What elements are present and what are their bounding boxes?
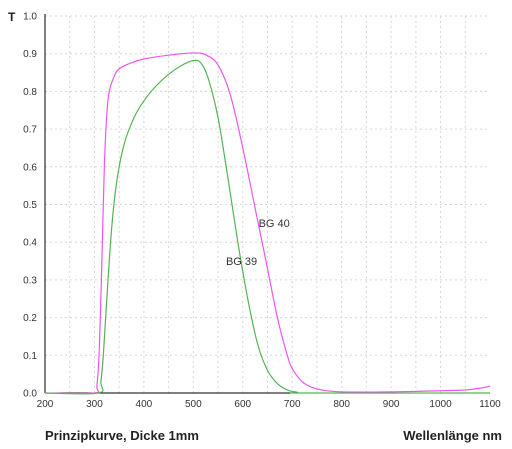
tick-labels: 0.0 0.1 0.2 0.3 0.4 0.5 0.6 0.7 0.8 0.9 1.0 200 300 4… [23, 12, 501, 411]
series-line-bg-40 [44, 52, 491, 395]
series-label-bg-39: BG 39 [226, 256, 257, 268]
y-tick-label: 0.6 [23, 162, 37, 173]
x-tick-label: 400 [136, 399, 153, 410]
x-axis-label: Wellenlänge nm [403, 428, 502, 443]
y-tick-label: 1.0 [23, 12, 37, 23]
y-tick-label: 0.8 [23, 87, 37, 98]
chart-caption: Prinzipkurve, Dicke 1mm [45, 428, 199, 443]
y-tick-label: 0.2 [23, 313, 37, 324]
y-tick-label: 0.1 [23, 351, 37, 362]
x-tick-label: 900 [383, 399, 400, 410]
x-tick-label: 1100 [479, 399, 501, 410]
y-tick-label: 0.7 [23, 125, 37, 136]
transmission-chart: 0.0 0.1 0.2 0.3 0.4 0.5 0.6 0.7 0.8 0.9 1.0 200 300 4… [8, 10, 501, 411]
y-tick-label: 0.4 [23, 238, 37, 249]
series-lines [44, 52, 491, 395]
y-tick-label: 0.9 [23, 49, 37, 60]
y-tick-label: 0.5 [23, 200, 37, 211]
x-tick-label: 700 [284, 399, 301, 410]
x-tick-label: 200 [37, 399, 54, 410]
x-tick-label: 800 [333, 399, 350, 410]
grid [45, 15, 490, 393]
y-tick-label: 0.0 [23, 389, 37, 400]
series-label-bg-40: BG 40 [259, 218, 290, 230]
y-tick-label: 0.3 [23, 275, 37, 286]
series-line-bg-39 [44, 59, 491, 395]
x-tick-label: 600 [234, 399, 251, 410]
x-tick-label: 1000 [429, 399, 452, 410]
x-tick-label: 300 [86, 399, 103, 410]
series-labels: BG 40 BG 39 [226, 218, 290, 268]
y-axis-label: T [8, 10, 16, 24]
x-tick-label: 500 [185, 399, 202, 410]
